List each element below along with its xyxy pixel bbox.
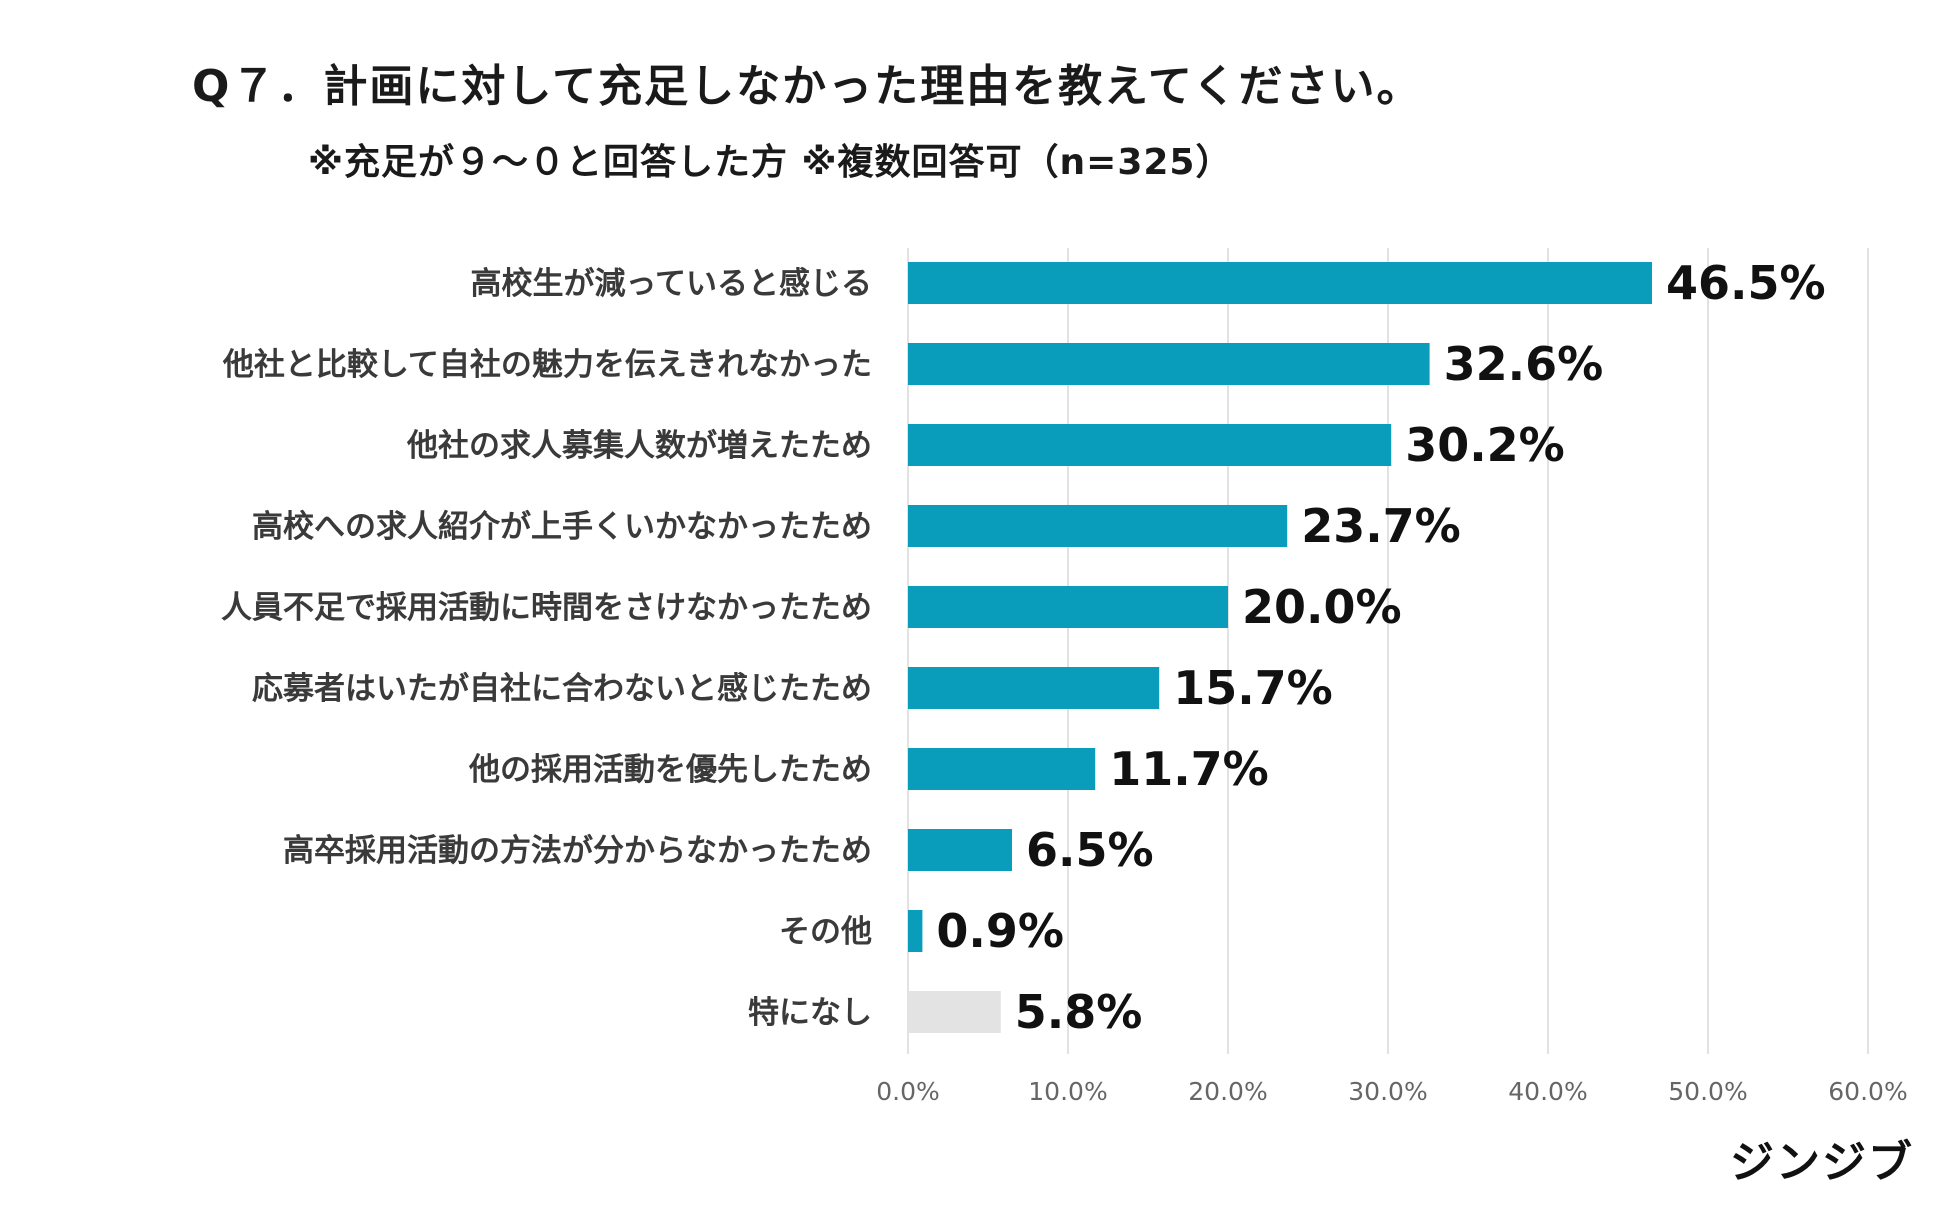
category-label-4: 人員不足で採用活動に時間をさけなかったため — [221, 590, 872, 626]
bar-7 — [908, 829, 1012, 871]
x-axis: 0.0% 10.0% 20.0% 30.0% 40.0% 50.0% 60.0% — [876, 1077, 1907, 1106]
x-tick-label-3: 30.0% — [1348, 1077, 1427, 1106]
x-tick-label-6: 60.0% — [1828, 1077, 1907, 1106]
bar-1 — [908, 343, 1430, 385]
value-label-3: 23.7% — [1301, 499, 1461, 553]
category-label-9: 特になし — [748, 995, 872, 1031]
category-label-8: その他 — [779, 914, 872, 950]
bar-5 — [908, 667, 1160, 709]
category-label-3: 高校への求人紹介が上手くいかなかったため — [252, 509, 872, 545]
value-label-4: 20.0% — [1242, 580, 1402, 634]
value-label-6: 11.7% — [1109, 742, 1269, 796]
x-tick-label-5: 50.0% — [1668, 1077, 1747, 1106]
bar-8 — [908, 910, 923, 952]
bars — [908, 262, 1652, 1033]
bar-4 — [908, 586, 1228, 628]
category-label-7: 高卒採用活動の方法が分からなかったため — [283, 833, 872, 869]
value-label-9: 5.8% — [1015, 985, 1143, 1039]
value-label-2: 30.2% — [1405, 418, 1565, 472]
bar-2 — [908, 424, 1392, 466]
bar-6 — [908, 748, 1096, 790]
labels: 高校生が減っていると感じる 46.5% 他社と比較して自社の魅力を伝えきれなかった 3… — [221, 256, 1826, 1039]
bar-9 — [908, 991, 1001, 1033]
category-label-5: 応募者はいたが自社に合わないと感じたため — [252, 671, 872, 707]
brand-logo: ジンジブ — [1730, 1137, 1914, 1188]
value-label-7: 6.5% — [1026, 823, 1154, 877]
x-tick-label-2: 20.0% — [1188, 1077, 1267, 1106]
value-label-1: 32.6% — [1444, 337, 1604, 391]
x-tick-label-4: 40.0% — [1508, 1077, 1587, 1106]
x-tick-label-0: 0.0% — [876, 1077, 940, 1106]
chart-subtitle: ※充足が９～０と回答した方 ※複数回答可（n=325） — [308, 142, 1233, 183]
value-label-8: 0.9% — [936, 904, 1064, 958]
bar-3 — [908, 505, 1288, 547]
category-label-0: 高校生が減っていると感じる — [471, 266, 872, 302]
x-tick-label-1: 10.0% — [1028, 1077, 1107, 1106]
value-label-0: 46.5% — [1666, 256, 1826, 310]
chart-title: Q７．計画に対して充足しなかった理由を教えてください。 — [192, 61, 1423, 112]
category-label-2: 他社の求人募集人数が増えたため — [406, 428, 872, 464]
category-label-1: 他社と比較して自社の魅力を伝えきれなかった — [222, 347, 872, 383]
bar-0 — [908, 262, 1652, 304]
category-label-6: 他の採用活動を優先したため — [468, 752, 872, 788]
value-label-5: 15.7% — [1173, 661, 1333, 715]
